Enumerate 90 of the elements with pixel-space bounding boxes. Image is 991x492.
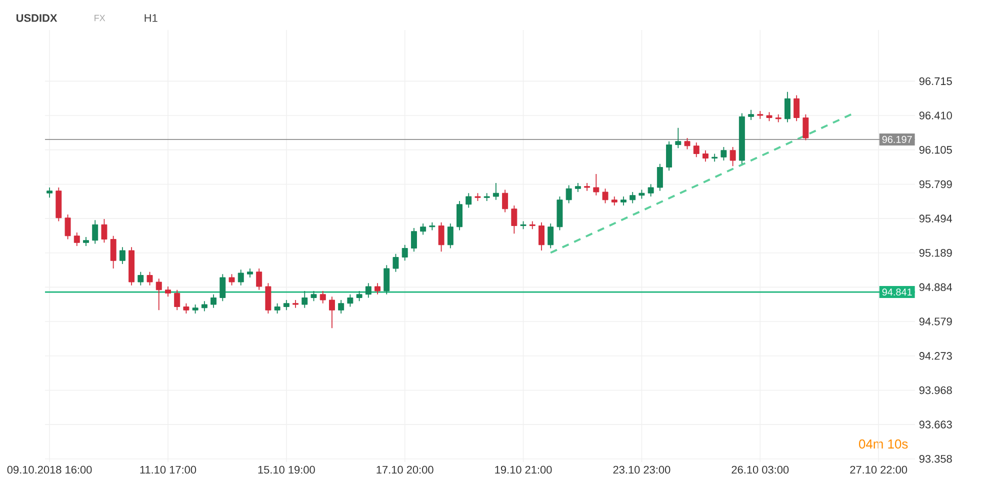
candlestick <box>429 222 436 231</box>
candlestick <box>593 174 600 196</box>
candlestick <box>730 146 736 167</box>
candlestick <box>365 282 372 298</box>
candlestick <box>410 228 417 252</box>
x-tick-label: 26.10 03:00 <box>732 466 789 474</box>
candlestick <box>64 214 71 240</box>
candlestick <box>693 142 700 158</box>
candlestick <box>712 153 718 162</box>
y-tick-label: 93.968 <box>919 386 952 394</box>
candlestick <box>492 182 499 200</box>
candlestick <box>466 192 472 208</box>
candlestick <box>402 244 408 262</box>
candlestick <box>146 271 153 286</box>
candlestick <box>228 274 235 286</box>
candlestick <box>720 146 727 161</box>
candlestick <box>802 114 809 141</box>
candlestick <box>274 302 280 314</box>
candlestick <box>328 296 335 329</box>
x-tick-label: 15.10 19:00 <box>258 466 315 474</box>
candlestick <box>684 138 690 150</box>
candlestick <box>138 271 144 286</box>
candlestick <box>92 220 98 244</box>
candlestick <box>201 300 208 312</box>
x-tick-label: 19.10 21:00 <box>495 466 552 474</box>
y-tick-label: 95.799 <box>919 180 952 188</box>
ref-line-label: 96.197 <box>882 136 912 143</box>
candlestick <box>447 223 454 249</box>
candlestick <box>74 232 80 246</box>
x-tick-label: 11.10 17:00 <box>140 466 196 474</box>
candlestick <box>174 289 180 311</box>
x-tick-label: 17.10 20:00 <box>376 466 434 474</box>
candlestick <box>302 290 308 308</box>
candlestick <box>748 109 754 120</box>
y-tick-label: 94.273 <box>919 352 952 360</box>
candlestick <box>502 189 508 213</box>
candlestick <box>784 91 790 123</box>
x-tick-label: 27.10 22:00 <box>850 466 908 474</box>
candlestick <box>320 290 326 304</box>
y-tick-label: 96.410 <box>919 112 952 120</box>
candlestick <box>238 269 244 286</box>
candlestick <box>256 268 262 290</box>
candlestick <box>110 235 116 269</box>
candlestick <box>347 294 354 308</box>
candlestick <box>374 282 380 295</box>
candlestick <box>356 290 362 302</box>
candlestick <box>283 300 290 311</box>
candlestick <box>384 264 390 295</box>
candlestick <box>165 286 171 298</box>
y-tick-label: 95.189 <box>919 248 952 257</box>
ref-line-label: 94.841 <box>882 288 912 296</box>
candlestick <box>310 290 317 302</box>
candlestick <box>265 282 272 314</box>
y-tick-label: 95.494 <box>919 214 952 222</box>
y-tick-label: 93.663 <box>919 420 952 428</box>
candlestick <box>220 274 226 302</box>
candlestick <box>392 253 399 272</box>
candlestick <box>101 218 108 244</box>
y-tick-label: 96.715 <box>919 77 952 86</box>
candlestick <box>566 184 572 204</box>
y-tick-label: 96.105 <box>919 146 952 154</box>
candlestick <box>46 187 53 198</box>
y-tick-label: 94.579 <box>919 318 952 326</box>
x-tick-label: 23.10 23:00 <box>613 466 670 474</box>
candlestick <box>210 294 217 308</box>
candlestick <box>438 222 444 252</box>
candlestick <box>794 94 800 122</box>
chart-title: USDIDX <box>16 14 58 22</box>
annotation: 04m 10s <box>858 439 908 449</box>
candlestick <box>602 188 608 204</box>
text: FX <box>94 14 106 22</box>
candlestick <box>648 184 654 197</box>
candlestick <box>119 246 126 264</box>
candlestick <box>548 223 554 249</box>
candlestick <box>338 300 344 314</box>
candlestick <box>675 127 682 149</box>
x-tick-label: 09.10.2018 16:00 <box>7 466 92 474</box>
candlestick <box>630 192 636 204</box>
candlestick <box>420 223 426 236</box>
y-tick-label: 93.358 <box>919 454 952 463</box>
candlestick <box>702 150 708 162</box>
candlestick <box>538 222 544 251</box>
candlestick <box>183 302 190 314</box>
candlestick <box>656 163 663 192</box>
y-tick-label: 94.884 <box>919 283 952 292</box>
candlestick <box>156 278 162 311</box>
candlestick <box>456 200 462 231</box>
text: H1 <box>144 14 158 22</box>
candlestick <box>666 140 672 172</box>
candlestick <box>511 205 518 234</box>
